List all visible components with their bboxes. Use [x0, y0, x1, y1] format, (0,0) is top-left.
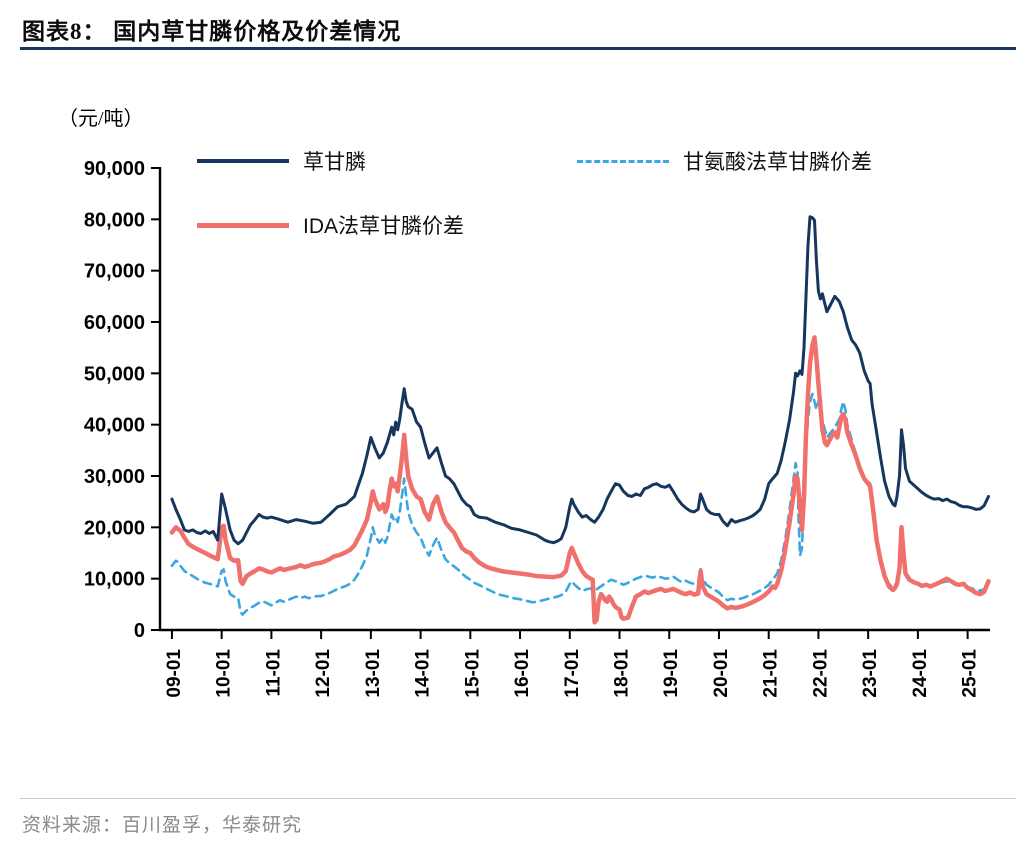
svg-text:22-01: 22-01 — [810, 649, 831, 698]
y-axis-unit-label: （元/吨） — [58, 108, 144, 130]
svg-text:20,000: 20,000 — [84, 517, 145, 539]
svg-text:23-01: 23-01 — [860, 649, 881, 698]
svg-text:13-01: 13-01 — [363, 649, 384, 698]
svg-text:40,000: 40,000 — [84, 415, 145, 437]
svg-text:70,000: 70,000 — [84, 261, 145, 283]
svg-text:80,000: 80,000 — [84, 209, 145, 231]
legend-swatch-glyphosate — [197, 159, 289, 163]
svg-text:0: 0 — [134, 620, 145, 642]
svg-text:25-01: 25-01 — [960, 649, 981, 698]
svg-text:19-01: 19-01 — [661, 649, 682, 698]
legend-label-ida: IDA法草甘膦价差 — [303, 215, 465, 238]
svg-text:10,000: 10,000 — [84, 569, 145, 591]
legend-item-glycine-spread: 甘氨酸法草甘膦价差 — [577, 146, 872, 176]
source-note: 资料来源：百川盈孚，华泰研究 — [22, 815, 303, 836]
legend-swatch-ida — [197, 222, 289, 228]
svg-text:12-01: 12-01 — [313, 649, 334, 698]
legend-label-glyphosate: 草甘膦 — [303, 151, 366, 174]
svg-text:14-01: 14-01 — [413, 649, 434, 698]
svg-text:21-01: 21-01 — [761, 649, 782, 698]
svg-text:17-01: 17-01 — [562, 649, 583, 698]
svg-text:10-01: 10-01 — [214, 649, 235, 698]
svg-text:30,000: 30,000 — [84, 466, 145, 488]
svg-text:16-01: 16-01 — [512, 649, 533, 698]
legend-item-ida-spread: IDA法草甘膦价差 — [197, 210, 464, 240]
svg-text:18-01: 18-01 — [612, 649, 633, 698]
title-rule — [20, 47, 1016, 50]
svg-text:50,000: 50,000 — [84, 363, 145, 385]
footer-rule — [20, 798, 1016, 799]
svg-text:20-01: 20-01 — [711, 649, 732, 698]
svg-text:09-01: 09-01 — [164, 649, 185, 698]
svg-text:11-01: 11-01 — [263, 649, 284, 697]
legend-swatch-glycine — [577, 159, 669, 163]
svg-text:60,000: 60,000 — [84, 312, 145, 334]
svg-text:24-01: 24-01 — [910, 649, 931, 698]
svg-text:15-01: 15-01 — [462, 649, 483, 698]
svg-text:90,000: 90,000 — [84, 158, 145, 180]
chart-title: 图表8： 国内草甘膦价格及价差情况 — [22, 19, 402, 44]
legend-item-glyphosate: 草甘膦 — [197, 146, 366, 176]
legend-label-glycine: 甘氨酸法草甘膦价差 — [683, 151, 872, 174]
